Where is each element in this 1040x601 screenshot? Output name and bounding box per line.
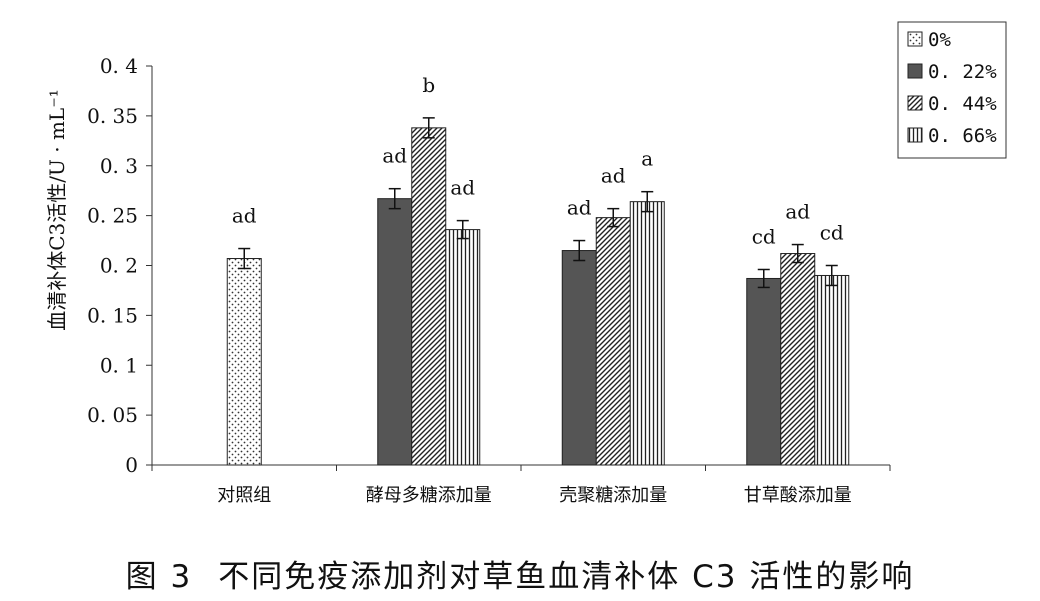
bar <box>226 258 262 466</box>
y-tick-label: 0. 05 <box>87 403 138 427</box>
bar <box>629 201 665 466</box>
x-category-label: 甘草酸添加量 <box>744 485 852 506</box>
x-category-label: 对照组 <box>217 485 271 506</box>
y-axis: 0 0. 05 0. 1 0. 15 0. 2 0. 25 0. 3 0. 35 0. 4 <box>87 54 153 477</box>
bar <box>595 217 631 466</box>
legend-label: 0. 66% <box>928 125 997 147</box>
y-tick-label: 0. 1 <box>100 353 138 377</box>
y-axis-label: 血清补体C3活性/U · mL⁻¹ <box>45 89 69 331</box>
y-tick-label: 0. 3 <box>100 154 138 178</box>
significance-label: cd <box>820 221 844 245</box>
significance-label: ad <box>450 176 475 200</box>
x-category-label: 壳聚糖添加量 <box>559 485 667 506</box>
y-tick-label: 0. 2 <box>100 254 138 278</box>
bar <box>445 229 481 466</box>
figure-caption: 图 3 不同免疫添加剂对草鱼血清补体 C3 活性的影响 <box>0 548 1040 598</box>
significance-label: ad <box>382 144 407 168</box>
bar <box>411 127 447 466</box>
legend-label: 0. 44% <box>928 93 997 115</box>
bar <box>780 253 816 466</box>
legend-swatch <box>907 63 923 79</box>
x-axis: 对照组 酵母多糖添加量 壳聚糖添加量 甘草酸添加量 <box>151 464 891 506</box>
bar <box>377 198 413 466</box>
y-tick-label: 0. 15 <box>87 303 138 327</box>
significance-label: cd <box>752 224 776 248</box>
significance-label: ad <box>601 164 626 188</box>
bar <box>561 250 597 466</box>
legend-swatch <box>907 127 923 143</box>
y-tick-label: 0 <box>125 453 138 477</box>
legend-label: 0. 22% <box>928 61 997 83</box>
legend-label: 0% <box>928 29 951 51</box>
significance-label: b <box>422 73 435 97</box>
y-tick-label: 0. 4 <box>100 54 138 78</box>
legend-swatch <box>907 95 923 111</box>
significance-label: ad <box>567 196 592 220</box>
figure-title: 不同免疫添加剂对草鱼血清补体 C3 活性的影响 <box>218 558 915 595</box>
legend: 0% 0. 22% 0. 44% 0. 66% <box>897 21 1007 159</box>
bar-chart: 血清补体C3活性/U · mL⁻¹ 0 0. 05 0. 1 0. 15 0. 2 0. … <box>45 21 1007 506</box>
significance-label: ad <box>232 204 257 228</box>
significance-label: a <box>641 147 653 171</box>
bar <box>814 274 850 466</box>
x-category-label: 酵母多糖添加量 <box>366 485 492 506</box>
bar <box>746 277 782 466</box>
significance-label: ad <box>785 200 810 224</box>
figure-number: 图 3 <box>125 558 193 595</box>
legend-swatch <box>907 31 923 47</box>
y-tick-label: 0. 25 <box>87 204 138 228</box>
y-tick-label: 0. 35 <box>87 104 138 128</box>
